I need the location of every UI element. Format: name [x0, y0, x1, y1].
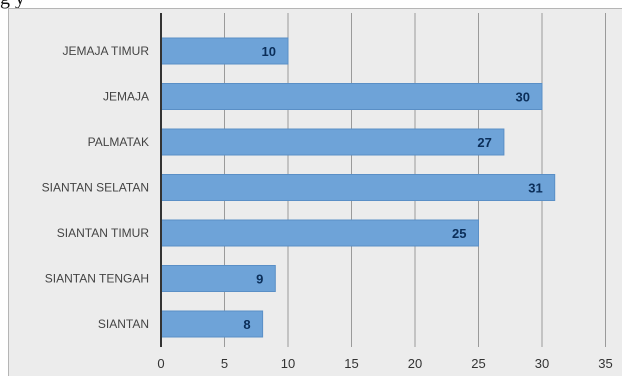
data-label: 10: [262, 44, 276, 59]
data-label: 8: [243, 317, 250, 332]
data-label: 25: [452, 226, 466, 241]
x-tick-label: 35: [598, 356, 612, 371]
x-tick-label: 20: [408, 356, 422, 371]
x-tick-label: 25: [471, 356, 485, 371]
data-label: 30: [516, 90, 530, 105]
category-label: JEMAJA TIMUR: [63, 44, 150, 58]
category-label: SIANTAN: [98, 317, 149, 331]
bar: [160, 310, 264, 338]
x-tick-label: 10: [281, 356, 295, 371]
data-label: 9: [256, 272, 263, 287]
bar-chart: 10 JEMAJA TIMUR 30 JEMAJA 27 PALMATAK 31 SIANTA…: [42, 13, 613, 371]
data-label: 27: [477, 135, 491, 150]
category-label: SIANTAN SELATAN: [42, 181, 149, 195]
x-tick-label: 0: [157, 356, 164, 371]
x-tick-label: 15: [344, 356, 358, 371]
category-label: SIANTAN TIMUR: [57, 226, 150, 240]
bar: [160, 219, 479, 247]
bar: [160, 83, 543, 110]
x-tick-label: 5: [221, 356, 228, 371]
data-label: 31: [528, 181, 542, 196]
category-label: SIANTAN TENGAH: [45, 272, 149, 286]
partial-heading-text: g y: [0, 0, 25, 8]
x-tick-label: 30: [535, 356, 549, 371]
bar: [160, 174, 556, 201]
chart-panel: 10 JEMAJA TIMUR 30 JEMAJA 27 PALMATAK 31 SIANTA…: [8, 8, 622, 376]
category-label: JEMAJA: [103, 90, 149, 104]
category-label: PALMATAK: [88, 135, 149, 149]
bar: [160, 265, 276, 292]
bar: [160, 128, 505, 156]
